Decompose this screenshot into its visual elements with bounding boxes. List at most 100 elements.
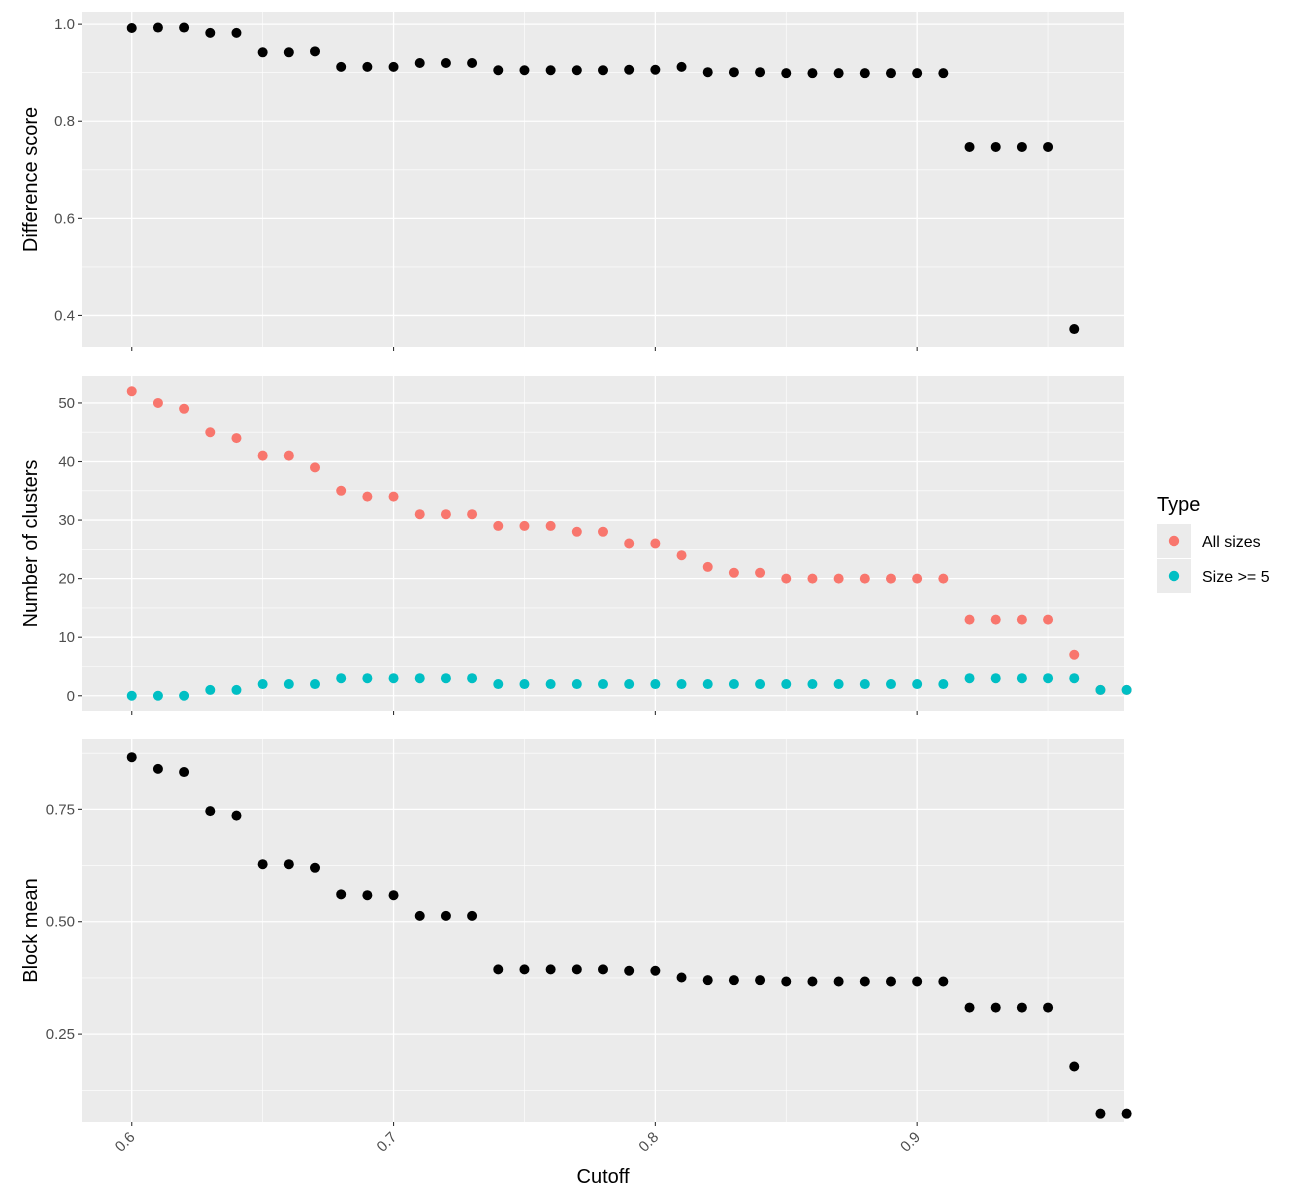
number-of-clusters-point-series0 — [336, 485, 347, 496]
block-mean-point-series0 — [310, 862, 321, 873]
number-of-clusters-point-series1 — [336, 673, 347, 684]
difference-score-point-series0 — [990, 141, 1001, 152]
number-of-clusters-point-series0 — [545, 520, 556, 531]
block-mean-point-series0 — [859, 976, 870, 987]
number-of-clusters-point-series0 — [414, 509, 425, 520]
number-of-clusters-point-series1 — [283, 679, 294, 690]
difference-score-point-series0 — [467, 57, 478, 68]
block-mean-point-series0 — [938, 976, 949, 987]
number-of-clusters-point-series1 — [676, 679, 687, 690]
number-of-clusters-point-series1 — [1016, 673, 1027, 684]
number-of-clusters-point-series0 — [519, 520, 530, 531]
difference-score-point-series0 — [336, 61, 347, 72]
x-axis-title: Cutoff — [577, 1166, 630, 1188]
number-of-clusters-y-tick-label: 20 — [58, 571, 75, 588]
number-of-clusters-point-series1 — [257, 679, 268, 690]
number-of-clusters-y-tick-label: 10 — [58, 629, 75, 646]
x-tick-label: 0.9 — [897, 1129, 924, 1156]
block-mean-point-series0 — [702, 975, 713, 986]
difference-score-point-series0 — [702, 67, 713, 78]
difference-score-point-series0 — [205, 27, 216, 38]
number-of-clusters-point-series0 — [283, 450, 294, 461]
difference-score-point-series0 — [859, 68, 870, 79]
number-of-clusters-point-series0 — [807, 573, 818, 584]
number-of-clusters-point-series1 — [833, 679, 844, 690]
legend: Type All sizes Size >= 5 — [1157, 494, 1270, 593]
number-of-clusters-y-axis-title: Number of clusters — [20, 460, 42, 628]
number-of-clusters-point-series0 — [833, 573, 844, 584]
block-mean-plot-background — [82, 739, 1124, 1122]
number-of-clusters-point-series1 — [414, 673, 425, 684]
x-tick-label: 0.6 — [112, 1129, 139, 1156]
legend-key-size5 — [1168, 570, 1180, 582]
number-of-clusters-point-series1 — [624, 679, 635, 690]
number-of-clusters-point-series0 — [781, 573, 792, 584]
number-of-clusters-point-series1 — [126, 690, 137, 701]
difference-score-point-series0 — [885, 68, 896, 79]
number-of-clusters-point-series0 — [467, 509, 478, 520]
number-of-clusters-point-series1 — [179, 690, 190, 701]
block-mean-panel: 0.25 0.50 0.75 Block mean 0.6 0.7 0.8 0.9 — [20, 739, 1132, 1156]
number-of-clusters-point-series0 — [205, 427, 216, 438]
difference-score-point-series0 — [755, 67, 766, 78]
block-mean-point-series0 — [519, 964, 530, 975]
difference-score-point-series0 — [362, 61, 373, 72]
number-of-clusters-point-series0 — [624, 538, 635, 549]
number-of-clusters-point-series1 — [598, 679, 608, 690]
number-of-clusters-point-series0 — [179, 403, 190, 414]
number-of-clusters-point-series1 — [885, 679, 896, 690]
difference-score-point-series0 — [912, 68, 923, 79]
difference-score-y-axis-title: Difference score — [20, 107, 42, 252]
number-of-clusters-point-series0 — [1016, 614, 1027, 625]
number-of-clusters-point-series0 — [1069, 649, 1080, 660]
number-of-clusters-point-series1 — [231, 684, 242, 695]
number-of-clusters-point-series1 — [362, 673, 373, 684]
number-of-clusters-point-series0 — [728, 567, 739, 578]
block-mean-point-series0 — [964, 1002, 975, 1013]
block-mean-point-series0 — [650, 965, 661, 976]
difference-score-point-series0 — [257, 47, 268, 58]
block-mean-point-series0 — [1043, 1002, 1054, 1013]
block-mean-y-axis-title: Block mean — [20, 878, 42, 983]
difference-score-point-series0 — [414, 57, 425, 68]
number-of-clusters-point-series1 — [702, 679, 713, 690]
number-of-clusters-point-series0 — [676, 550, 687, 561]
number-of-clusters-y-tick-label: 40 — [58, 454, 75, 471]
block-mean-point-series0 — [205, 806, 216, 817]
number-of-clusters-point-series1 — [781, 679, 792, 690]
difference-score-point-series0 — [519, 65, 530, 76]
difference-score-point-series0 — [676, 61, 687, 72]
number-of-clusters-point-series1 — [152, 690, 163, 701]
block-mean-point-series0 — [1016, 1002, 1027, 1013]
difference-score-point-series0 — [388, 61, 399, 72]
difference-score-point-series0 — [598, 65, 608, 76]
block-mean-point-series0 — [336, 889, 347, 900]
number-of-clusters-point-series1 — [755, 679, 766, 690]
number-of-clusters-point-series0 — [126, 386, 137, 397]
legend-label-all-sizes: All sizes — [1202, 534, 1261, 551]
block-mean-y-tick-label: 0.50 — [46, 914, 75, 931]
difference-score-point-series0 — [807, 68, 818, 79]
block-mean-point-series0 — [1095, 1108, 1106, 1119]
difference-score-point-series0 — [1069, 324, 1080, 335]
number-of-clusters-point-series0 — [571, 526, 582, 537]
difference-score-point-series0 — [833, 68, 844, 79]
block-mean-point-series0 — [1121, 1108, 1132, 1119]
block-mean-point-series0 — [362, 890, 373, 901]
difference-score-point-series0 — [440, 57, 451, 68]
difference-score-point-series0 — [179, 22, 190, 33]
number-of-clusters-point-series1 — [650, 679, 661, 690]
block-mean-y-tick-label: 0.25 — [46, 1026, 75, 1043]
block-mean-point-series0 — [833, 976, 844, 987]
number-of-clusters-plot-background — [82, 376, 1124, 711]
difference-score-point-series0 — [781, 68, 792, 79]
number-of-clusters-point-series0 — [702, 561, 713, 572]
number-of-clusters-point-series0 — [310, 462, 321, 473]
number-of-clusters-point-series0 — [990, 614, 1001, 625]
difference-score-point-series0 — [938, 68, 949, 79]
block-mean-point-series0 — [885, 976, 896, 987]
difference-score-y-tick-label: 0.8 — [54, 113, 75, 130]
difference-score-point-series0 — [152, 22, 163, 33]
difference-score-point-series0 — [624, 64, 635, 75]
block-mean-point-series0 — [598, 964, 608, 975]
